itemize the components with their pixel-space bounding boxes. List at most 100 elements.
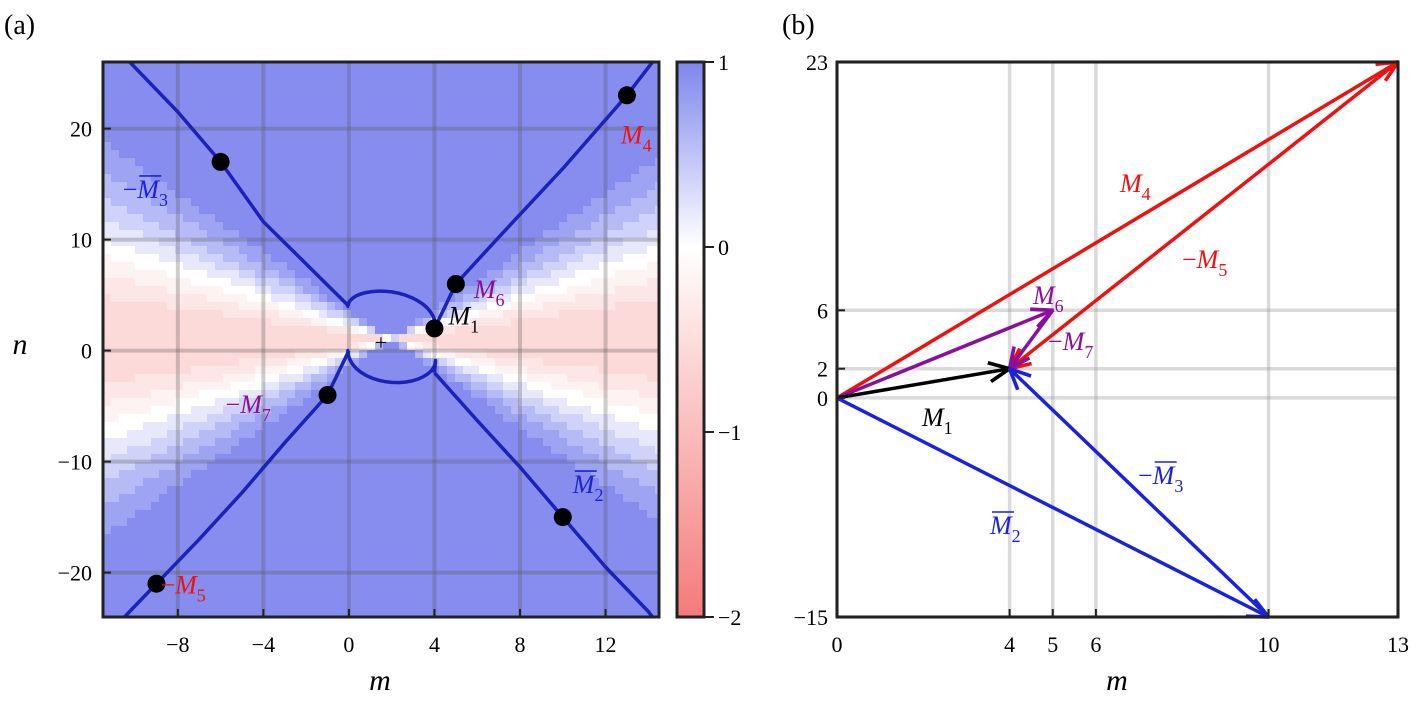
heatmap-cell [223,326,232,335]
heatmap-cell [327,246,336,255]
heatmap-cell [247,222,256,231]
heatmap-cell [343,534,352,543]
heatmap-cell [591,478,600,487]
heatmap-cell [255,494,264,503]
heatmap-cell [111,510,120,519]
heatmap-cell [175,286,184,295]
heatmap-cell [175,390,184,399]
heatmap-cell [495,598,504,607]
heatmap-cell [479,174,488,183]
heatmap-cell [207,478,216,487]
heatmap-cell [343,78,352,87]
heatmap-cell [535,62,544,71]
heatmap-cell [263,310,272,319]
heatmap-cell [423,494,432,503]
heatmap-cell [239,598,248,607]
heatmap-cell [519,326,528,335]
heatmap-cell [471,294,480,303]
heatmap-cell [431,350,440,359]
heatmap-cell [535,414,544,423]
heatmap-cell [127,374,136,383]
heatmap-cell [175,318,184,327]
lattice-point-m1 [425,319,444,338]
heatmap-cell [223,126,232,135]
heatmap-cell [223,390,232,399]
heatmap-cell [399,598,408,607]
heatmap-cell [647,126,656,135]
heatmap-cell [503,398,512,407]
heatmap-cell [119,126,128,135]
heatmap-cell [351,478,360,487]
heatmap-cell [255,350,264,359]
heatmap-cell [215,390,224,399]
heatmap-cell [423,478,432,487]
heatmap-cell [375,142,384,151]
heatmap-cell [247,470,256,479]
heatmap-cell [423,278,432,287]
heatmap-cell [215,406,224,415]
heatmap-cell [335,606,344,615]
heatmap-cell [527,406,536,415]
heatmap-cell [655,414,659,423]
heatmap-cell [263,262,272,271]
heatmap-cell [399,86,408,95]
heatmap-cell [439,606,448,615]
heatmap-cell [127,142,136,151]
heatmap-cell [127,230,136,239]
heatmap-cell [391,454,400,463]
heatmap-cell [399,318,408,327]
heatmap-cell [263,358,272,367]
heatmap-cell [175,166,184,175]
heatmap-cell [415,438,424,447]
heatmap-cell [175,246,184,255]
heatmap-cell [279,182,288,191]
heatmap-cell [175,190,184,199]
heatmap-cell [199,462,208,471]
heatmap-cell [447,518,456,527]
heatmap-cell [439,550,448,559]
heatmap-cell [655,454,659,463]
heatmap-cell [575,62,584,71]
heatmap-cell [271,70,280,79]
heatmap-cell [439,222,448,231]
heatmap-cell [255,326,264,335]
heatmap-cell [543,238,552,247]
heatmap-cell [623,70,632,79]
heatmap-cell [447,422,456,431]
heatmap-cell [247,502,256,511]
heatmap-cell [503,78,512,87]
heatmap-cell [455,486,464,495]
heatmap-cell [183,606,192,615]
heatmap-cell [631,102,640,111]
heatmap-cell [647,414,656,423]
heatmap-cell [359,118,368,127]
heatmap-cell [583,550,592,559]
heatmap-cell [279,342,288,351]
heatmap-cell [287,326,296,335]
heatmap-cell [159,134,168,143]
heatmap-cell [223,574,232,583]
heatmap-cell [351,566,360,575]
y-tick-label: 0 [81,339,92,364]
heatmap-cell [159,110,168,119]
heatmap-cell [487,406,496,415]
heatmap-cell [151,246,160,255]
heatmap-cell [311,318,320,327]
heatmap-cell [495,366,504,375]
heatmap-cell [567,78,576,87]
heatmap-cell [551,94,560,103]
heatmap-cell [607,158,616,167]
heatmap-cell [319,286,328,295]
heatmap-cell [535,390,544,399]
heatmap-cell [183,550,192,559]
heatmap-cell [519,470,528,479]
heatmap-cell [487,462,496,471]
heatmap-cell [639,262,648,271]
heatmap-cell [143,566,152,575]
heatmap-cell [599,598,608,607]
heatmap-cell [407,358,416,367]
heatmap-cell [151,174,160,183]
heatmap-cell [303,78,312,87]
heatmap-cell [159,398,168,407]
heatmap-cell [207,278,216,287]
